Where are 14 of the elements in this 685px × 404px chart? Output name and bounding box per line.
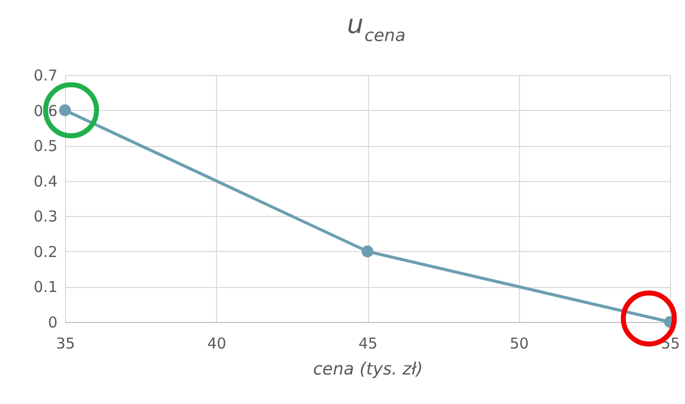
y-tick-label: 0.3 <box>34 208 58 226</box>
y-tick-label: 0.7 <box>34 66 58 84</box>
y-tick-label: 0.1 <box>34 278 58 296</box>
x-tick-label: 45 <box>358 334 378 352</box>
y-tick-label: 0 <box>48 314 58 332</box>
x-tick-label: 35 <box>56 334 76 352</box>
y-tick-label: 0.4 <box>34 172 58 190</box>
x-axis-title: cena (tys. zł) <box>313 360 423 380</box>
x-tick-label: 40 <box>207 334 226 352</box>
point <box>362 246 374 258</box>
y-tick-label: 0.2 <box>34 242 58 261</box>
point <box>59 104 71 116</box>
x-tick-label: 50 <box>510 334 529 352</box>
y-tick-label: 0.5 <box>34 137 58 156</box>
